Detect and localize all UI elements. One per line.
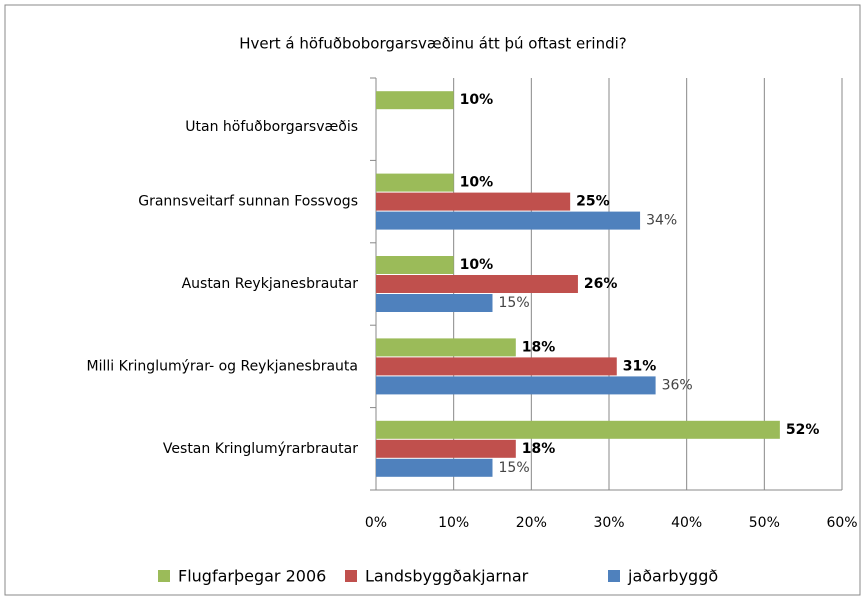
x-tick-label: 0% — [365, 515, 387, 531]
value-label: 18% — [522, 339, 556, 355]
legend-label: Landsbyggðakjarnar — [365, 567, 529, 586]
value-label: 26% — [584, 276, 618, 292]
value-label: 15% — [499, 295, 530, 311]
bar — [376, 294, 493, 312]
value-label: 10% — [460, 175, 494, 191]
value-label: 36% — [662, 377, 693, 393]
value-label: 15% — [499, 460, 530, 476]
bar — [376, 439, 516, 458]
y-tick-label: Grannsveitarf sunnan Fossvogs — [138, 194, 358, 210]
bar — [376, 275, 578, 293]
y-tick-label: Vestan Kringlumýrarbrautar — [163, 441, 358, 457]
value-label: 34% — [646, 213, 677, 229]
bar — [376, 376, 656, 395]
y-tick-label: Austan Reykjanesbrautar — [182, 276, 359, 292]
x-tick-label: 20% — [516, 515, 547, 531]
bar — [376, 91, 454, 110]
value-label: 52% — [786, 422, 820, 438]
value-label: 10% — [460, 92, 494, 108]
legend-label: jaðarbyggð — [627, 567, 718, 586]
bar — [376, 420, 780, 439]
bar — [376, 338, 516, 357]
bar — [376, 211, 641, 230]
x-tick-label: 10% — [438, 515, 469, 531]
y-tick-label: Utan höfuðborgarsvæðis — [185, 119, 358, 135]
x-tick-label: 40% — [671, 515, 702, 531]
legend-swatch — [608, 570, 620, 582]
chart-title: Hvert á höfuðboborgarsvæðinu átt þú ofta… — [239, 35, 627, 53]
value-label: 31% — [623, 358, 657, 374]
value-label: 18% — [522, 441, 556, 457]
bar — [376, 192, 571, 211]
bar — [376, 458, 493, 477]
bar — [376, 256, 454, 274]
legend-swatch — [345, 570, 357, 582]
x-tick-label: 30% — [593, 515, 624, 531]
bar — [376, 173, 454, 192]
legend-swatch — [158, 570, 170, 582]
legend-label: Flugfarþegar 2006 — [178, 567, 326, 586]
bar — [376, 357, 617, 376]
value-label: 10% — [460, 257, 494, 273]
x-tick-label: 60% — [826, 515, 857, 531]
x-tick-label: 50% — [749, 515, 780, 531]
value-label: 25% — [576, 194, 610, 210]
y-tick-label: Milli Kringlumýrar- og Reykjanesbrauta — [87, 358, 358, 374]
